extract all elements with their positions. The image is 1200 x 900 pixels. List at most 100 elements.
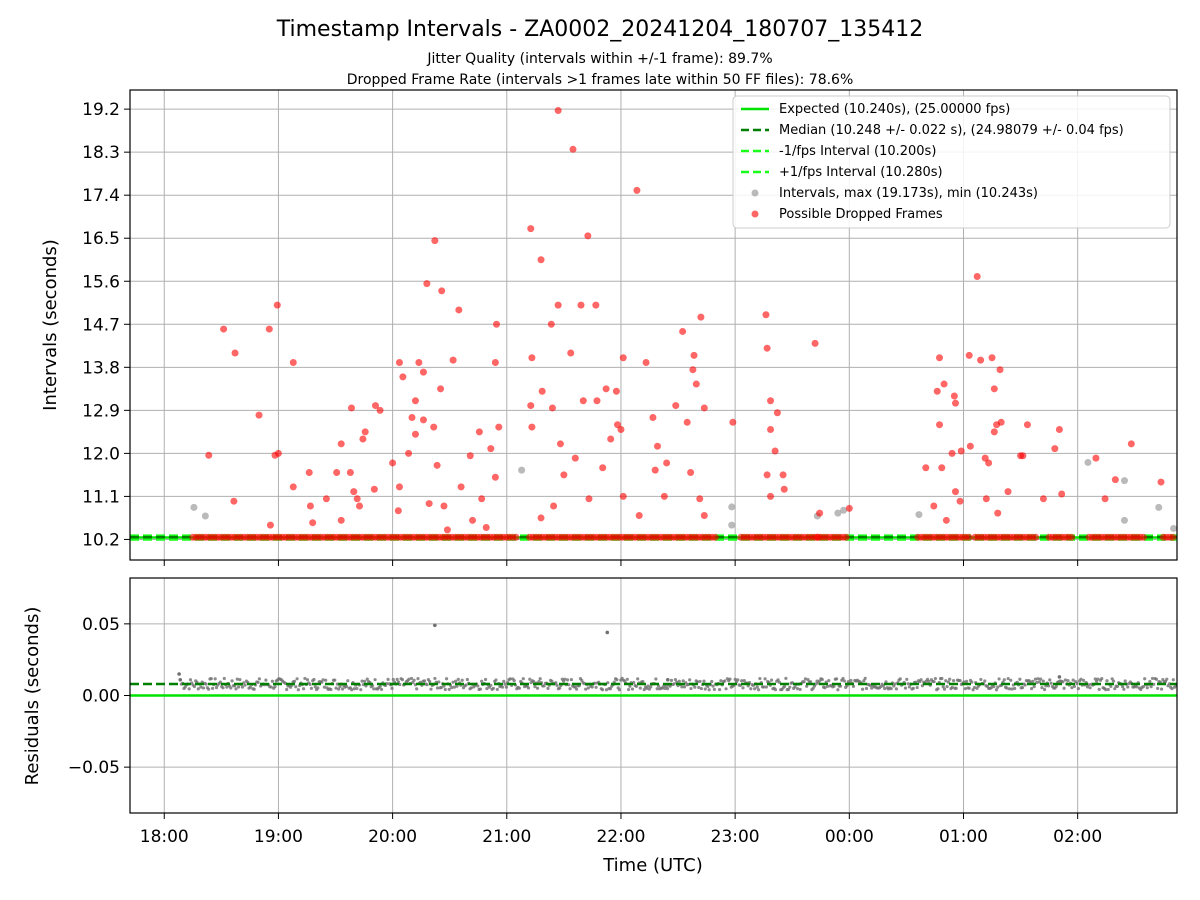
- residual-point: [782, 684, 787, 688]
- residual-point: [717, 687, 722, 692]
- residual-point: [932, 680, 936, 684]
- residual-point: [450, 686, 454, 690]
- dropped-frame-point: [411, 430, 419, 438]
- residual-point: [379, 687, 384, 692]
- residual-point: [569, 677, 573, 682]
- residual-point: [724, 687, 728, 691]
- residual-point: [372, 687, 376, 691]
- residual-point: [841, 676, 845, 681]
- dropped-frame-point: [773, 409, 781, 417]
- dropped-frame-point: [353, 495, 361, 503]
- dropped-frame-point: [938, 464, 946, 472]
- dropped-frame-point: [431, 237, 439, 245]
- residual-point: [365, 677, 369, 681]
- dropped-frame-point: [289, 359, 297, 367]
- residual-point: [1154, 677, 1158, 681]
- residual-point: [469, 686, 473, 690]
- residual-point: [763, 677, 767, 681]
- residuals-reference-lines: [130, 682, 1177, 697]
- dropped-frame-point: [612, 387, 620, 395]
- residual-point: [972, 685, 976, 690]
- residual-point: [209, 677, 213, 681]
- residual-point: [749, 687, 753, 691]
- dropped-frame-point: [642, 359, 650, 367]
- dropped-frame-point: [767, 397, 775, 405]
- residual-point: [883, 686, 887, 691]
- residual-point: [465, 677, 469, 682]
- dropped-frame-point: [936, 421, 944, 429]
- dropped-frame-point: [767, 492, 775, 500]
- residual-point: [719, 679, 723, 683]
- residual-point: [550, 679, 554, 683]
- residual-point: [526, 686, 531, 690]
- dropped-frame-point: [696, 495, 704, 503]
- residual-point: [1042, 687, 1047, 692]
- dropped-frame-point: [265, 325, 273, 333]
- residual-point: [390, 686, 394, 690]
- residual-point: [512, 678, 516, 683]
- dropped-frame-point: [273, 301, 281, 309]
- residual-point: [1040, 686, 1044, 690]
- dropped-frame-point: [599, 464, 607, 472]
- residual-point: [273, 685, 277, 689]
- dropped-frame-point: [617, 425, 625, 433]
- residual-point: [1096, 677, 1100, 681]
- dropped-frame-point: [274, 449, 282, 457]
- residual-point: [222, 676, 226, 681]
- dropped-frame-point: [951, 399, 959, 407]
- residual-point: [425, 683, 429, 687]
- residual-point: [832, 684, 836, 688]
- residual-point: [201, 686, 206, 690]
- dropped-frame-point: [411, 397, 419, 405]
- residual-point: [762, 685, 766, 689]
- residuals-points: [177, 623, 1178, 692]
- dropped-frame-point: [231, 349, 239, 357]
- residual-point: [940, 676, 944, 681]
- residual-point: [422, 679, 427, 683]
- dropped-frame-point: [663, 459, 671, 467]
- dropped-frame-point: [579, 397, 587, 405]
- dropped-frame-point: [419, 416, 427, 424]
- residual-point: [1115, 684, 1119, 689]
- residual-point: [911, 686, 915, 690]
- dropped-frame-baseline-point: [1139, 533, 1147, 541]
- residual-point: [646, 684, 650, 688]
- residual-point: [802, 680, 806, 684]
- intervals-y-axis-label: Intervals (seconds): [40, 239, 61, 411]
- dropped-frame-point: [779, 471, 787, 479]
- residual-point: [827, 679, 831, 683]
- residual-point: [665, 686, 670, 691]
- residual-point: [1143, 677, 1147, 681]
- residual-point: [502, 679, 506, 683]
- residual-point: [386, 677, 390, 681]
- residual-point: [951, 678, 956, 683]
- dropped-frame-point: [560, 471, 568, 479]
- residual-point: [706, 684, 710, 689]
- residual-point: [1159, 687, 1164, 691]
- residual-point: [963, 687, 967, 691]
- residual-point: [313, 685, 317, 689]
- residual-point: [915, 685, 919, 690]
- dropped-frame-point: [569, 145, 577, 153]
- residual-point: [236, 685, 241, 689]
- residual-point: [636, 677, 640, 681]
- residual-point: [1048, 678, 1052, 682]
- residual-point: [214, 686, 219, 690]
- residual-point: [948, 677, 952, 681]
- residual-point: [594, 685, 598, 689]
- residual-point: [359, 688, 363, 692]
- dropped-frame-point: [348, 404, 356, 412]
- interval-point: [1120, 477, 1128, 485]
- dropped-frame-point: [346, 469, 354, 477]
- residual-point: [538, 677, 542, 681]
- residual-point: [1156, 686, 1160, 691]
- residual-point: [695, 680, 700, 684]
- interval-point: [728, 503, 736, 511]
- dropped-frame-point: [399, 373, 407, 381]
- residual-point: [322, 685, 326, 689]
- residual-point: [407, 677, 411, 681]
- dropped-frame-point: [940, 380, 948, 388]
- dropped-frame-point: [997, 418, 1005, 426]
- residual-point: [455, 684, 459, 688]
- x-tick-label: 00:00: [825, 827, 874, 847]
